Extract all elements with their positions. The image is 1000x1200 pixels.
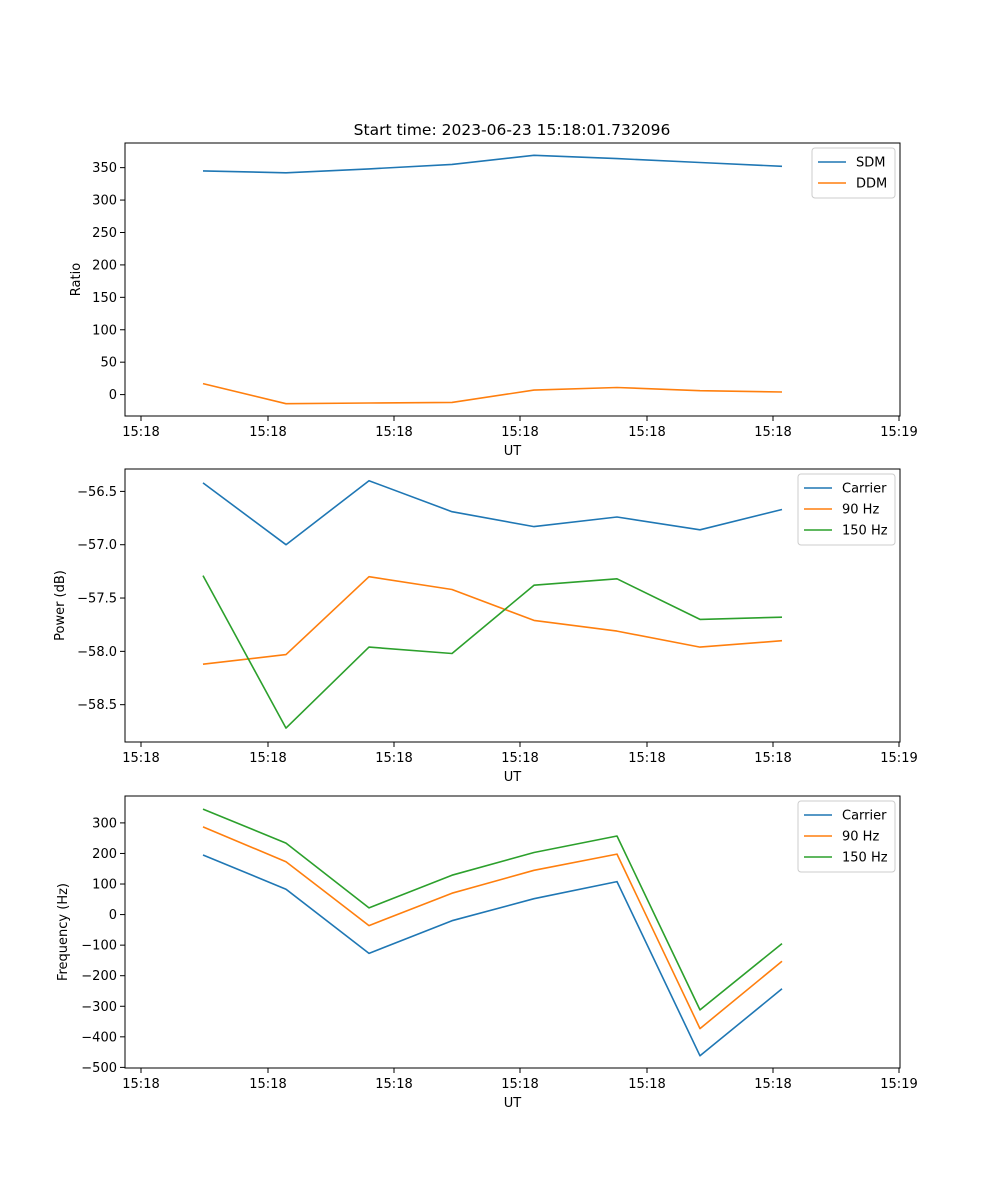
y-tick-label: 150 bbox=[92, 291, 117, 306]
legend-entry: 150 Hz bbox=[842, 524, 888, 539]
x-tick-label: 15:18 bbox=[375, 1077, 412, 1092]
x-tick-label: 15:18 bbox=[628, 1077, 665, 1092]
y-tick-label: 100 bbox=[92, 323, 117, 338]
y-tick-label: −400 bbox=[81, 1030, 117, 1045]
chart-panel-3: 15:18 15:18 15:18 15:18 15:18 15:18 15:19 −500 −… bbox=[56, 795, 918, 1111]
y-tick-label: 100 bbox=[92, 878, 117, 893]
y-axis-label: Ratio bbox=[69, 263, 84, 296]
y-tick-label: 0 bbox=[109, 388, 117, 403]
x-tick-label: 15:19 bbox=[880, 751, 917, 766]
y-tick-label: −200 bbox=[81, 969, 117, 984]
x-tick-label: 15:18 bbox=[249, 1077, 286, 1092]
x-tick-label: 15:18 bbox=[501, 425, 538, 440]
legend-box bbox=[797, 800, 896, 873]
series-line-150-hz bbox=[202, 808, 783, 1011]
chart-panel-1: 15:18 15:18 15:18 15:18 15:18 15:18 15:19 0 50 10… bbox=[69, 142, 918, 459]
legend-entry: 90 Hz bbox=[842, 503, 879, 518]
y-tick-label: −100 bbox=[81, 939, 117, 954]
y-tick-label: 300 bbox=[92, 816, 117, 831]
series-line-carrier bbox=[202, 479, 783, 546]
series-line-90-hz bbox=[202, 826, 783, 1030]
y-tick-label: −500 bbox=[81, 1061, 117, 1076]
legend-entry: Carrier bbox=[842, 809, 887, 824]
x-axis-label: UT bbox=[504, 444, 522, 459]
x-tick-label: 15:18 bbox=[754, 751, 791, 766]
y-tick-label: 250 bbox=[92, 226, 117, 241]
legend-box bbox=[811, 147, 896, 199]
y-tick-label: −300 bbox=[81, 1000, 117, 1015]
x-tick-label: 15:18 bbox=[501, 1077, 538, 1092]
x-tick-label: 15:18 bbox=[122, 1077, 159, 1092]
plot-frame bbox=[124, 795, 901, 1069]
y-axis-label: Frequency (Hz) bbox=[56, 883, 71, 981]
x-tick-label: 15:18 bbox=[754, 425, 791, 440]
x-tick-label: 15:19 bbox=[880, 425, 917, 440]
y-tick-label: −56.5 bbox=[77, 485, 117, 500]
legend: SDM DDM bbox=[811, 147, 896, 199]
y-tick-label: 0 bbox=[109, 908, 117, 923]
legend-box bbox=[797, 473, 896, 546]
y-tick-label: 200 bbox=[92, 258, 117, 273]
series-line-sdm bbox=[202, 154, 783, 174]
x-tick-label: 15:18 bbox=[122, 425, 159, 440]
y-axis-label: Power (dB) bbox=[53, 570, 68, 641]
series-line-ddm bbox=[202, 382, 783, 405]
x-axis-label: UT bbox=[504, 770, 522, 785]
legend: Carrier 90 Hz 150 Hz bbox=[797, 473, 896, 546]
y-tick-label: −57.0 bbox=[77, 538, 117, 553]
x-tick-label: 15:18 bbox=[122, 751, 159, 766]
figure-title: Start time: 2023-06-23 15:18:01.732096 bbox=[354, 121, 671, 139]
legend: Carrier 90 Hz 150 Hz bbox=[797, 800, 896, 873]
y-tick-label: −58.5 bbox=[77, 698, 117, 713]
x-tick-label: 15:18 bbox=[249, 751, 286, 766]
chart-panel-2: 15:18 15:18 15:18 15:18 15:18 15:18 15:19 −58.5… bbox=[53, 468, 918, 785]
x-tick-label: 15:18 bbox=[501, 751, 538, 766]
series-line-90-hz bbox=[202, 575, 783, 665]
x-tick-label: 15:18 bbox=[628, 751, 665, 766]
y-tick-label: 300 bbox=[92, 194, 117, 209]
legend-entry: SDM bbox=[856, 156, 885, 171]
x-tick-label: 15:18 bbox=[375, 751, 412, 766]
series-line-carrier bbox=[202, 854, 783, 1057]
y-tick-label: 200 bbox=[92, 847, 117, 862]
x-tick-label: 15:19 bbox=[880, 1077, 917, 1092]
y-tick-label: 350 bbox=[92, 161, 117, 176]
y-tick-label: −58.0 bbox=[77, 645, 117, 660]
x-tick-label: 15:18 bbox=[249, 425, 286, 440]
x-tick-label: 15:18 bbox=[375, 425, 412, 440]
legend-entry: DDM bbox=[856, 177, 887, 192]
legend-entry: 150 Hz bbox=[842, 851, 888, 866]
x-axis-label: UT bbox=[504, 1096, 522, 1111]
plot-frame bbox=[124, 468, 901, 743]
legend-entry: 90 Hz bbox=[842, 830, 879, 845]
x-tick-label: 15:18 bbox=[628, 425, 665, 440]
x-tick-label: 15:18 bbox=[754, 1077, 791, 1092]
legend-entry: Carrier bbox=[842, 482, 887, 497]
y-tick-label: 50 bbox=[100, 356, 117, 371]
y-tick-label: −57.5 bbox=[77, 592, 117, 607]
plot-frame bbox=[124, 142, 901, 417]
series-line-150-hz bbox=[202, 575, 783, 729]
